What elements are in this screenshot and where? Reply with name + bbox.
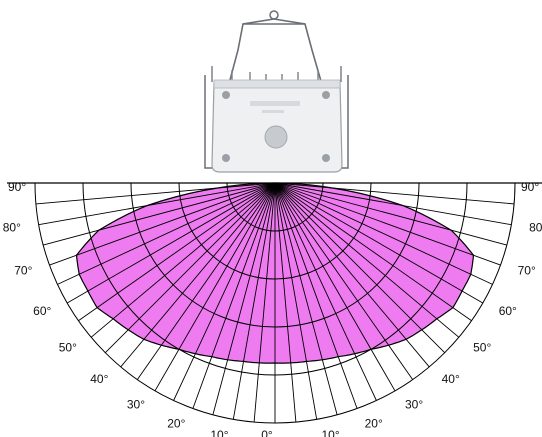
angle-label-left: 10° [210,428,228,437]
angle-label-left: 40° [90,372,108,386]
angle-label-left: 60° [33,304,51,318]
angle-label-right: 80° [529,221,542,235]
angle-label-left: 80° [3,221,21,235]
angle-label-right: 10° [322,428,340,437]
angle-label-right: 70° [518,264,536,278]
angle-label-left: 50° [59,341,77,355]
angle-label-right: 50° [473,341,491,355]
angle-label-right: 30° [405,398,423,412]
angle-label-right: 20° [365,417,383,431]
angle-label-left: 90° [8,180,26,194]
angle-label-right: 60° [499,304,517,318]
angle-label-left: 0° [261,428,273,437]
angle-label-right: 40° [442,372,460,386]
angle-label-left: 20° [167,417,185,431]
angle-label-right: 90° [521,180,539,194]
angle-label-left: 70° [14,264,32,278]
angle-label-left: 30° [127,398,145,412]
